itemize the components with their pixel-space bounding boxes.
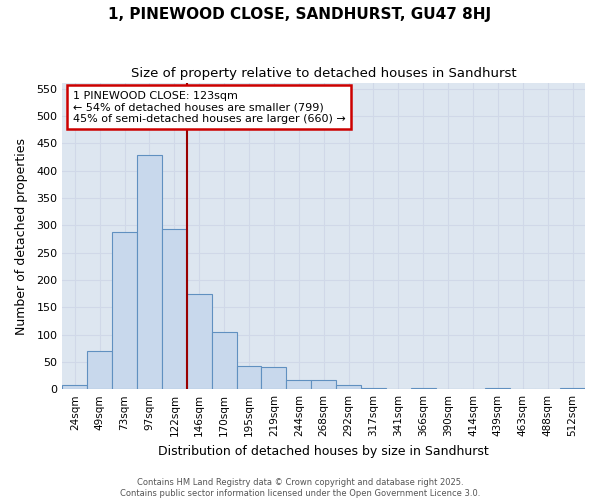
- Text: 1 PINEWOOD CLOSE: 123sqm
← 54% of detached houses are smaller (799)
45% of semi-: 1 PINEWOOD CLOSE: 123sqm ← 54% of detach…: [73, 90, 346, 124]
- Bar: [560, 388, 585, 389]
- Bar: [336, 386, 361, 389]
- Bar: [112, 232, 137, 389]
- Bar: [236, 366, 262, 389]
- Bar: [411, 388, 436, 389]
- Title: Size of property relative to detached houses in Sandhurst: Size of property relative to detached ho…: [131, 68, 517, 80]
- Bar: [162, 229, 187, 389]
- Bar: [262, 368, 286, 389]
- Bar: [212, 332, 236, 389]
- Bar: [361, 388, 386, 389]
- Bar: [485, 388, 511, 389]
- Y-axis label: Number of detached properties: Number of detached properties: [15, 138, 28, 334]
- Bar: [62, 386, 87, 389]
- Bar: [187, 294, 212, 389]
- Bar: [87, 351, 112, 389]
- Bar: [137, 155, 162, 389]
- Text: Contains HM Land Registry data © Crown copyright and database right 2025.
Contai: Contains HM Land Registry data © Crown c…: [120, 478, 480, 498]
- Text: 1, PINEWOOD CLOSE, SANDHURST, GU47 8HJ: 1, PINEWOOD CLOSE, SANDHURST, GU47 8HJ: [109, 8, 491, 22]
- X-axis label: Distribution of detached houses by size in Sandhurst: Distribution of detached houses by size …: [158, 444, 489, 458]
- Bar: [286, 380, 311, 389]
- Bar: [311, 380, 336, 389]
